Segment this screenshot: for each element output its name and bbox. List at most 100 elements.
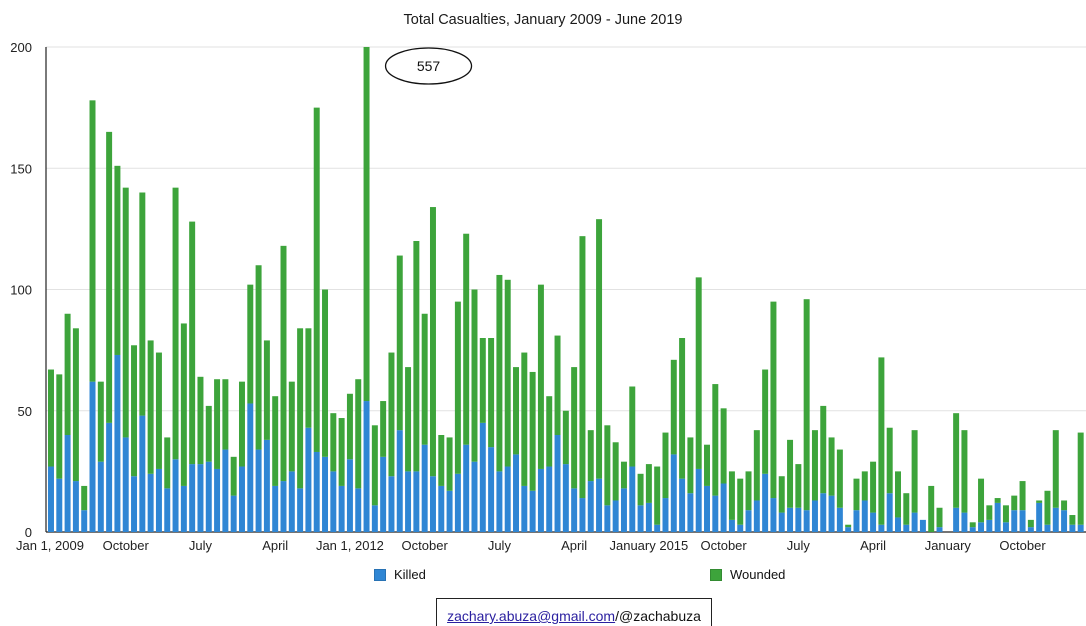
bar-wounded — [645, 464, 652, 503]
bar-wounded — [1002, 505, 1009, 523]
bar-wounded — [488, 338, 495, 448]
bar-wounded — [521, 352, 528, 486]
bar-wounded — [189, 221, 196, 465]
bar-killed — [978, 522, 985, 532]
bar-killed — [114, 354, 121, 532]
bar-killed — [1069, 524, 1076, 532]
bar-wounded — [562, 410, 569, 465]
bar-wounded — [687, 437, 694, 494]
bar-wounded — [48, 369, 54, 467]
bar-wounded — [604, 425, 611, 506]
bar-killed — [48, 466, 54, 532]
bar-wounded — [895, 471, 901, 518]
bar-killed — [280, 481, 287, 532]
bar-wounded — [986, 505, 993, 520]
bar-wounded — [197, 376, 204, 465]
bar-killed — [1002, 522, 1009, 532]
bar-wounded — [571, 367, 578, 489]
x-axis: Jan 1, 2009 October July April Jan 1, 2012 Oc… — [16, 538, 1046, 553]
bar-wounded — [313, 107, 320, 452]
annotation: 557 — [384, 47, 473, 85]
bar-wounded — [853, 478, 860, 511]
bar-wounded — [64, 313, 71, 435]
bar-killed — [189, 464, 196, 532]
bar-wounded — [405, 367, 412, 472]
bar-killed — [1077, 524, 1084, 532]
author-credit: zachary.abuza@gmail.com/@zachabuza — [436, 598, 712, 626]
bar-killed — [479, 422, 486, 532]
bar-killed — [172, 459, 179, 532]
bar-wounded — [355, 379, 362, 489]
annotation-label: 557 — [417, 58, 441, 74]
bar-wounded — [1069, 515, 1076, 525]
bar-wounded — [180, 323, 187, 486]
bar-wounded — [471, 289, 478, 462]
bar-killed — [463, 444, 470, 532]
bar-wounded — [89, 100, 96, 382]
bar-killed — [106, 422, 113, 532]
bar-killed — [222, 449, 229, 532]
bar-killed — [853, 510, 860, 532]
bar-wounded — [978, 478, 985, 523]
bar-wounded — [1044, 490, 1051, 525]
bar-wounded — [1036, 500, 1043, 503]
bar-killed — [421, 444, 428, 532]
bar-wounded — [205, 405, 212, 462]
bar-wounded — [413, 241, 420, 472]
bar-killed — [546, 466, 553, 532]
bar-wounded — [795, 464, 802, 508]
bar-wounded — [654, 466, 661, 525]
bar-wounded — [836, 449, 843, 508]
bar-killed — [155, 468, 162, 532]
bar-killed — [562, 464, 569, 532]
bar-killed — [994, 502, 1001, 532]
bar-wounded — [770, 301, 777, 499]
bar-wounded — [828, 437, 835, 496]
bar-killed — [139, 415, 146, 532]
bar-wounded — [778, 476, 785, 513]
bar-wounded — [1061, 500, 1068, 511]
bar-wounded — [396, 255, 403, 431]
bar-wounded — [928, 485, 935, 532]
bar-killed — [388, 476, 395, 532]
bar-killed — [1044, 524, 1051, 532]
bar-wounded — [421, 313, 428, 445]
bar-wounded — [737, 478, 744, 525]
bar-killed — [205, 461, 212, 532]
bar-wounded — [961, 430, 968, 513]
bar-killed — [230, 495, 237, 532]
credit-email-link[interactable]: zachary.abuza@gmail.com — [447, 608, 616, 624]
bar-killed — [164, 488, 171, 532]
bar-killed — [778, 512, 785, 532]
bar-wounded — [861, 471, 868, 501]
bar-killed — [554, 435, 561, 532]
bar-killed — [263, 439, 270, 532]
bar-wounded — [953, 413, 960, 508]
bar-killed — [745, 510, 752, 532]
bar-killed — [247, 403, 254, 532]
bar-wounded — [587, 430, 594, 482]
bar-killed — [454, 473, 461, 532]
bar-killed — [620, 488, 627, 532]
bar-wounded — [114, 165, 121, 355]
bar-killed — [521, 485, 528, 532]
bar-killed — [728, 519, 735, 532]
bar-wounded — [255, 265, 262, 450]
bar-killed — [986, 519, 993, 532]
bar-killed — [629, 466, 636, 532]
bar-wounded — [629, 386, 636, 467]
bar-killed — [737, 524, 744, 532]
bar-killed — [355, 488, 362, 532]
bar-wounded — [704, 444, 710, 486]
bar-killed — [405, 471, 412, 532]
bar-killed — [180, 485, 187, 532]
legend-label-wounded: Wounded — [730, 567, 786, 582]
bar-wounded — [712, 384, 719, 496]
bar-killed — [895, 517, 901, 532]
bar-killed — [828, 495, 835, 532]
bar-killed — [712, 495, 719, 532]
bar-wounded — [155, 352, 162, 469]
bar-killed — [969, 527, 976, 532]
bar-killed — [845, 527, 852, 532]
bar-wounded — [745, 471, 752, 511]
